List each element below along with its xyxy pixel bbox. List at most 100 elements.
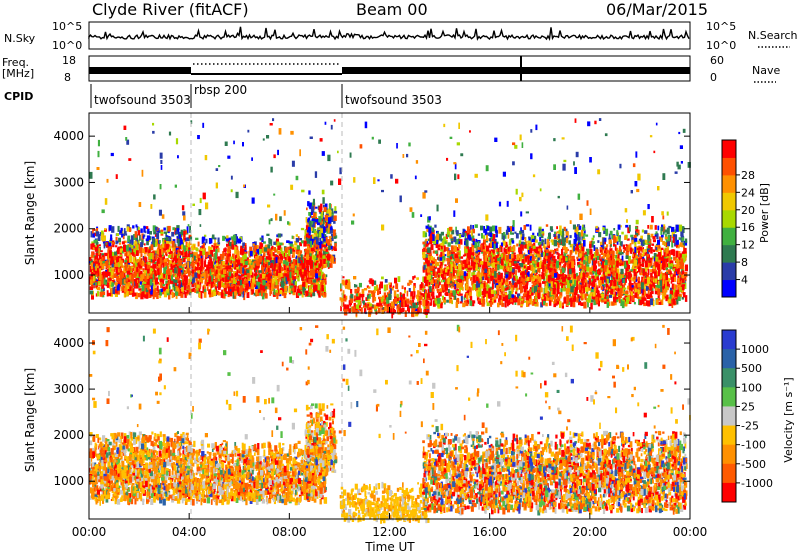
echo-pixel bbox=[677, 274, 680, 281]
echo-pixel bbox=[323, 238, 326, 242]
echo-pixel bbox=[154, 279, 158, 285]
nsearch-tick-low: 10^0 bbox=[706, 39, 736, 52]
echo-pixel bbox=[542, 242, 546, 249]
echo-pixel bbox=[403, 297, 407, 303]
echo-pixel bbox=[681, 296, 684, 300]
echo-pixel bbox=[187, 261, 189, 269]
echo-pixel bbox=[413, 275, 416, 279]
echo-pixel bbox=[106, 290, 109, 297]
echo-pixel bbox=[320, 213, 323, 219]
echo-pixel bbox=[155, 262, 158, 270]
echo-pixel bbox=[646, 246, 650, 251]
echo-pixel bbox=[508, 281, 512, 285]
echo-pixel bbox=[141, 285, 145, 292]
echo-pixel bbox=[352, 306, 356, 313]
echo-pixel bbox=[176, 236, 179, 239]
echo-pixel bbox=[172, 283, 175, 288]
echo-pixel bbox=[518, 269, 522, 273]
echo-pixel bbox=[240, 265, 244, 270]
echo-pixel bbox=[308, 279, 312, 284]
echo-pixel bbox=[148, 249, 151, 254]
echo-pixel bbox=[683, 244, 685, 252]
echo-pixel bbox=[558, 230, 562, 236]
echo-pixel bbox=[265, 279, 269, 287]
echo-pixel bbox=[380, 297, 384, 302]
echo-pixel bbox=[608, 233, 611, 240]
echo-pixel bbox=[325, 221, 328, 229]
echo-pixel bbox=[92, 247, 95, 251]
echo-pixel bbox=[148, 275, 151, 278]
echo-pixel bbox=[153, 268, 156, 272]
echo-pixel bbox=[181, 270, 184, 277]
echo-pixel bbox=[165, 231, 167, 237]
echo-pixel bbox=[304, 258, 307, 264]
echo-pixel bbox=[252, 243, 255, 247]
echo-pixel bbox=[330, 226, 333, 231]
echo-pixel bbox=[673, 268, 677, 276]
echo-pixel bbox=[641, 260, 645, 264]
echo-pixel bbox=[340, 283, 343, 290]
echo-pixel bbox=[106, 268, 110, 275]
echo-pixel bbox=[665, 254, 669, 260]
echo-pixel bbox=[565, 276, 569, 284]
echo-pixel bbox=[189, 242, 192, 245]
echo-pixel bbox=[320, 241, 323, 245]
echo-pixel bbox=[250, 272, 254, 278]
echo-pixel bbox=[423, 307, 428, 311]
echo-pixel bbox=[230, 278, 235, 281]
echo-pixel bbox=[662, 226, 666, 232]
echo-pixel bbox=[284, 257, 287, 262]
echo-pixel bbox=[296, 270, 299, 277]
echo-pixel bbox=[328, 209, 332, 217]
echo-pixel bbox=[412, 302, 416, 309]
echo-pixel bbox=[222, 235, 225, 241]
echo-pixel bbox=[319, 237, 322, 242]
echo-pixel bbox=[161, 248, 163, 255]
echo-pixel bbox=[145, 238, 149, 241]
echo-pixel bbox=[107, 249, 111, 257]
echo-pixel bbox=[316, 277, 320, 281]
echo-pixel bbox=[205, 238, 208, 244]
echo-pixel bbox=[178, 265, 182, 268]
echo-pixel bbox=[428, 252, 432, 256]
echo-pixel bbox=[609, 280, 613, 287]
echo-pixel bbox=[330, 245, 333, 250]
echo-pixel bbox=[112, 287, 115, 294]
echo-pixel bbox=[284, 271, 288, 277]
echo-pixel bbox=[429, 302, 432, 306]
echo-pixel bbox=[487, 276, 491, 282]
echo-pixel bbox=[159, 240, 161, 244]
echo-pixel bbox=[102, 287, 105, 291]
echo-pixel bbox=[191, 258, 194, 262]
echo-pixel bbox=[182, 245, 186, 252]
echo-pixel bbox=[271, 257, 275, 261]
echo-pixel bbox=[411, 305, 413, 312]
echo-pixel bbox=[301, 274, 305, 279]
echo-pixel bbox=[114, 262, 119, 267]
echo-pixel bbox=[300, 271, 302, 278]
echo-pixel bbox=[235, 254, 238, 259]
echo-pixel bbox=[289, 241, 293, 244]
echo-pixel bbox=[488, 280, 491, 284]
echo-pixel bbox=[98, 244, 101, 247]
freq-label: Freq. bbox=[2, 56, 29, 69]
echo-pixel bbox=[137, 293, 141, 298]
echo-pixel bbox=[316, 233, 319, 237]
echo-pixel bbox=[328, 217, 332, 224]
echo-pixel bbox=[393, 309, 396, 314]
echo-pixel bbox=[261, 265, 265, 272]
echo-pixel bbox=[320, 271, 324, 279]
echo-pixel bbox=[136, 277, 139, 281]
echo-pixel bbox=[572, 292, 575, 299]
echo-pixel bbox=[326, 254, 330, 261]
echo-pixel bbox=[141, 260, 145, 266]
echo-pixel bbox=[620, 277, 623, 283]
echo-pixel bbox=[541, 239, 544, 246]
echo-pixel bbox=[197, 241, 200, 247]
echo-pixel bbox=[243, 280, 246, 285]
echo-pixel bbox=[387, 308, 391, 312]
echo-pixel bbox=[267, 244, 271, 249]
echo-pixel bbox=[248, 286, 251, 290]
echo-pixel bbox=[665, 297, 669, 302]
echo-pixel bbox=[413, 309, 416, 313]
